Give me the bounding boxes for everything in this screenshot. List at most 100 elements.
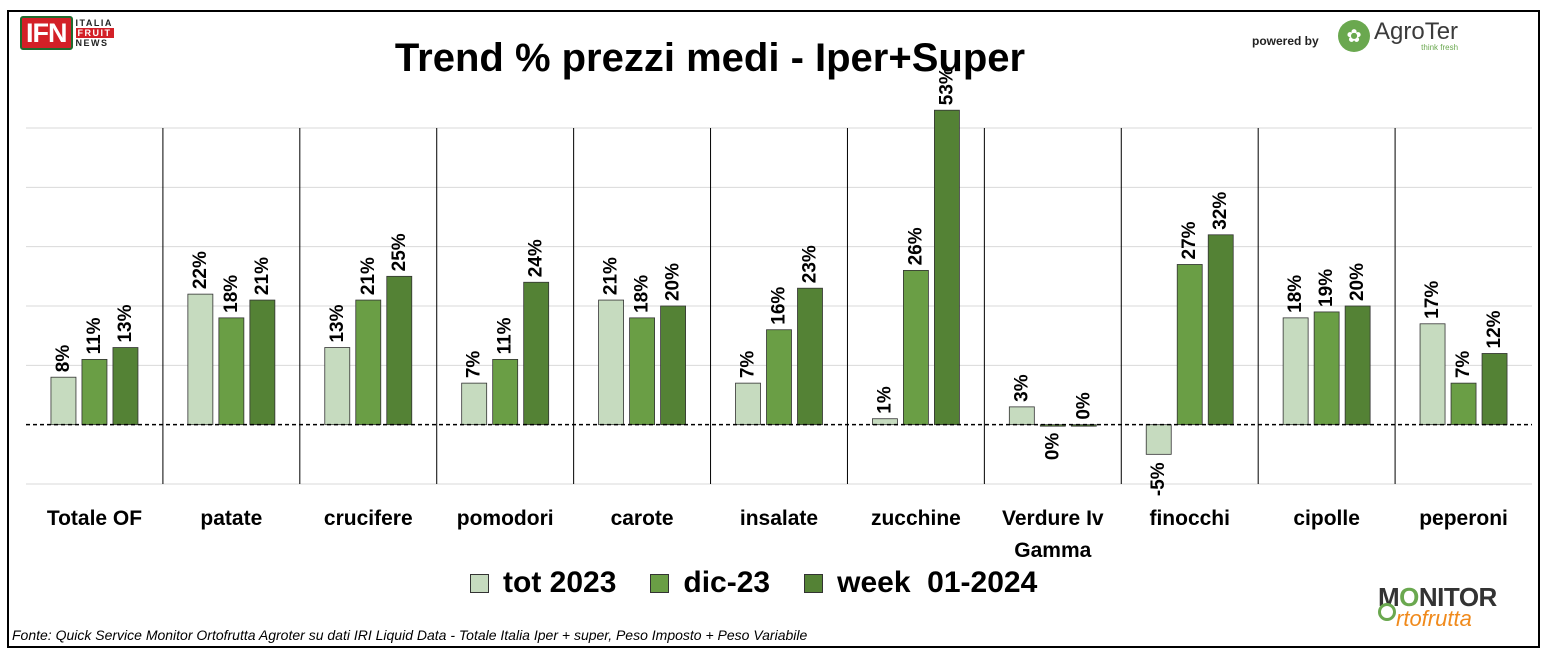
bar: [934, 109, 960, 426]
agroter-logo-name: AgroTer: [1374, 18, 1459, 45]
data-label: 1%: [874, 386, 895, 414]
category-labels: Totale OF patate crucifere pomodori carote in…: [47, 507, 1508, 562]
data-label: 21%: [252, 257, 273, 295]
bar: [872, 418, 898, 426]
chart-title: Trend % prezzi medi - Iper+Super: [394, 36, 1026, 80]
ifn-logo-mark: IFN: [20, 16, 73, 50]
data-label: 23%: [800, 245, 821, 283]
data-label: 22%: [190, 251, 211, 289]
bar: [1450, 382, 1477, 426]
data-label: 20%: [663, 263, 684, 301]
data-label: 17%: [1422, 281, 1443, 319]
data-labels: 8% 11% 13% 22% 18% 21% 13% 21% 25% 7% 11% 24% 21% 18%…: [53, 67, 1505, 496]
data-label: 11%: [495, 317, 516, 354]
bar: [766, 329, 792, 426]
bar: [1176, 264, 1203, 426]
data-label: 13%: [327, 304, 348, 342]
category-label: cipolle: [1293, 507, 1360, 530]
data-label: 18%: [1285, 275, 1306, 313]
data-label: 32%: [1210, 192, 1231, 230]
data-label: 27%: [1179, 221, 1200, 259]
bar: [187, 293, 214, 426]
bar: [1008, 406, 1035, 426]
bar: [903, 269, 929, 426]
ifn-logo: IFN ITALIA FRUIT NEWS: [20, 16, 114, 50]
bar: [324, 347, 351, 426]
legend-label-dic-23: dic-23: [683, 566, 771, 599]
category-label: carote: [611, 507, 674, 530]
bar: [1344, 305, 1371, 426]
data-label: 8%: [53, 345, 74, 373]
bar: [386, 275, 413, 426]
bar: [249, 299, 276, 426]
data-label: 0%: [1073, 392, 1094, 420]
monitor-logo-line2: rtofrutta: [1396, 606, 1472, 631]
monitor-logo-line1: MONITOR: [1378, 582, 1534, 612]
category-label: zucchine: [871, 507, 961, 530]
data-label: 21%: [358, 257, 379, 295]
category-label: crucifere: [324, 507, 413, 530]
bar: [1313, 311, 1340, 426]
bar: [112, 347, 139, 426]
legend-swatch-tot-2023: [470, 573, 489, 593]
legend: tot 2023 dic-23 week 01-2024: [470, 566, 1071, 600]
category-label: finocchi: [1149, 507, 1230, 530]
bar: [492, 358, 519, 426]
agroter-logo: ✿ AgroTer think fresh: [1338, 20, 1458, 52]
data-label: 18%: [632, 275, 653, 313]
legend-label-tot-2023: tot 2023: [503, 566, 617, 599]
ifn-logo-line1: ITALIA: [75, 18, 113, 28]
bar: [1419, 323, 1446, 426]
data-label: 21%: [601, 257, 622, 295]
data-label: 18%: [221, 275, 242, 313]
data-label: -5%: [1148, 462, 1169, 496]
category-label: peperoni: [1419, 507, 1508, 530]
data-label: 0%: [1042, 433, 1063, 461]
data-label: 7%: [738, 351, 759, 379]
monitor-logo-nitor: NITOR: [1418, 582, 1497, 612]
magnifier-icon: [1378, 603, 1396, 621]
bar: [1282, 317, 1309, 426]
data-label: 7%: [464, 351, 485, 379]
ifn-logo-line3: NEWS: [75, 38, 109, 48]
monitor-ortofrutta-logo: MONITOR rtofrutta: [1378, 582, 1534, 631]
bar: [797, 287, 823, 426]
legend-item-tot-2023: tot 2023: [470, 566, 616, 600]
agroter-logo-text: AgroTer think fresh: [1374, 20, 1458, 52]
data-label: 16%: [769, 287, 790, 325]
bar: [660, 305, 686, 426]
data-label: 13%: [115, 304, 136, 342]
bar: [1481, 353, 1508, 426]
legend-swatch-dic-23: [650, 573, 670, 593]
bar: [81, 358, 108, 426]
data-label: 7%: [1453, 351, 1474, 379]
ifn-logo-line2: FRUIT: [75, 28, 114, 38]
data-label: 3%: [1011, 374, 1032, 402]
bar: [1207, 234, 1234, 426]
bar: [50, 376, 77, 426]
legend-label-week-01-2024: week 01-2024: [837, 566, 1038, 599]
ifn-logo-words: ITALIA FRUIT NEWS: [75, 18, 114, 48]
data-label: 12%: [1484, 310, 1505, 348]
data-label: 53%: [936, 67, 957, 105]
agroter-logo-tagline: think fresh: [1421, 43, 1459, 52]
monitor-logo-o: O: [1399, 582, 1419, 612]
data-label: 11%: [84, 317, 105, 354]
data-label: 26%: [905, 227, 926, 265]
category-label: patate: [200, 507, 262, 530]
bar: [218, 317, 245, 426]
bars: [50, 109, 1508, 455]
data-label: 20%: [1347, 263, 1368, 301]
legend-swatch-week-01-2024: [804, 573, 824, 593]
data-label: 19%: [1316, 269, 1337, 307]
category-label: Totale OF: [47, 507, 142, 530]
bar: [629, 317, 655, 426]
category-label: insalate: [740, 507, 818, 530]
bar: [355, 299, 382, 426]
data-label: 24%: [526, 239, 547, 277]
source-note: Fonte: Quick Service Monitor Ortofrutta …: [12, 627, 808, 643]
tree-icon: ✿: [1338, 20, 1370, 52]
bar: [598, 299, 624, 426]
legend-item-dic-23: dic-23: [650, 566, 770, 600]
